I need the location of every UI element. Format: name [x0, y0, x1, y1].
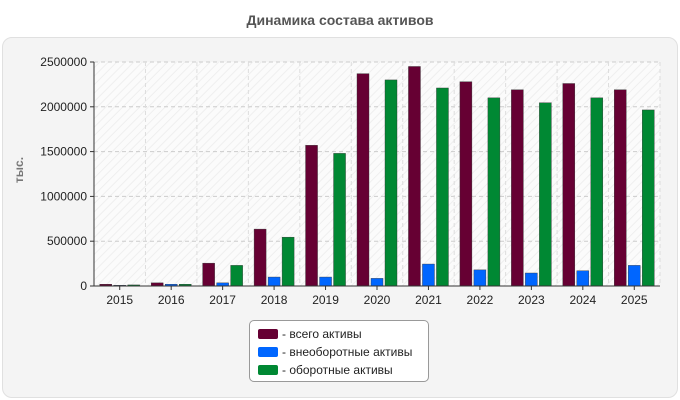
x-tick-label-2017: 2017: [209, 293, 236, 307]
bar-noncurrent-2025: [628, 265, 641, 287]
x-tick-label-2024: 2024: [569, 293, 596, 307]
chart-title: Динамика состава активов: [246, 12, 434, 28]
bar-total-2020: [356, 73, 370, 287]
x-tick-label-2021: 2021: [415, 293, 442, 307]
bar-current-2025: [642, 109, 655, 287]
x-tick-label-2022: 2022: [467, 293, 494, 307]
y-tick-label: 0: [80, 279, 87, 293]
y-axis-label: тыс.: [12, 156, 26, 184]
bar-total-2017: [202, 262, 215, 287]
bar-total-2021: [408, 66, 421, 287]
x-tick-label-2016: 2016: [158, 293, 185, 307]
x-tick-label-2019: 2019: [312, 293, 339, 307]
bar-total-2025: [614, 89, 627, 287]
legend-swatch-current: [258, 365, 278, 375]
x-tick-label-2015: 2015: [106, 293, 133, 307]
bar-current-2017: [230, 265, 243, 287]
bar-noncurrent-2022: [473, 269, 487, 287]
x-tick-label-2023: 2023: [518, 293, 545, 307]
bar-noncurrent-2024: [576, 270, 590, 287]
bar-current-2022: [487, 97, 501, 287]
y-tick-labels: 0 500000 1000000 1500000 2000000 2500000: [40, 55, 94, 293]
bar-noncurrent-2021: [422, 263, 435, 287]
legend-item-noncurrent: - внеоборотные активы: [258, 343, 420, 361]
y-tick-label: 2500000: [40, 55, 87, 69]
bar-total-2022: [459, 81, 473, 287]
x-tick-label-2025: 2025: [621, 293, 648, 307]
bar-current-2020: [384, 79, 398, 287]
legend-item-current: - оборотные активы: [258, 361, 420, 379]
bar-current-2023: [539, 102, 552, 287]
x-tick-label-2018: 2018: [261, 293, 288, 307]
y-tick-label: 2000000: [40, 100, 87, 114]
bar-total-2018: [253, 228, 267, 287]
legend-label-total: - всего активы: [282, 327, 362, 341]
bar-noncurrent-2020: [370, 278, 384, 287]
bar-noncurrent-2023: [525, 272, 538, 287]
legend-label-current: - оборотные активы: [282, 363, 393, 377]
x-tick-label-2020: 2020: [364, 293, 391, 307]
bar-current-2024: [590, 97, 604, 287]
legend-swatch-total: [258, 329, 278, 339]
bar-total-2023: [511, 89, 524, 287]
legend-swatch-noncurrent: [258, 347, 278, 357]
bar-noncurrent-2019: [319, 276, 332, 287]
bar-noncurrent-2018: [267, 276, 281, 287]
plot-area: [94, 62, 660, 286]
y-tick-label: 1500000: [40, 145, 87, 159]
bar-current-2021: [436, 87, 449, 287]
x-tick-labels: 2015 2016 2017 2018 2019 2020 2021 2022 2023 2024…: [106, 286, 648, 307]
legend-label-noncurrent: - внеоборотные активы: [282, 345, 413, 359]
legend-item-total: - всего активы: [258, 325, 420, 343]
legend: - всего активы - внеоборотные активы - о…: [249, 320, 429, 382]
bar-current-2018: [281, 236, 295, 287]
y-tick-label: 1000000: [40, 189, 87, 203]
bar-total-2019: [305, 145, 318, 287]
y-tick-label: 500000: [47, 234, 87, 248]
bar-total-2024: [562, 83, 576, 287]
bar-current-2019: [333, 153, 346, 287]
